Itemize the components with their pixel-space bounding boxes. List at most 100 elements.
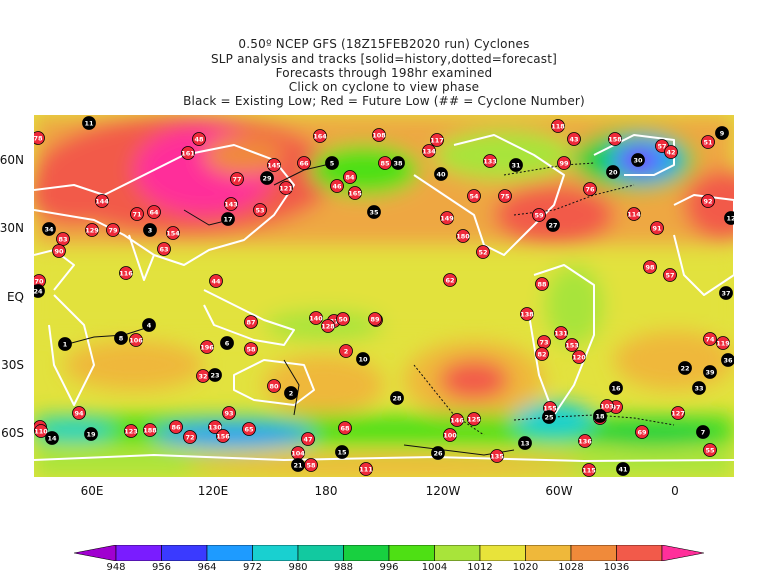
future-low-cyclone-marker[interactable] xyxy=(716,336,730,350)
existing-low-cyclone-marker[interactable] xyxy=(221,212,235,226)
future-low-cyclone-marker[interactable] xyxy=(343,170,357,184)
future-low-cyclone[interactable]: 74 xyxy=(703,332,717,346)
existing-low-cyclone-marker[interactable] xyxy=(509,158,523,172)
existing-low-cyclone[interactable]: 41 xyxy=(616,462,630,476)
existing-low-cyclone[interactable]: 7 xyxy=(696,425,710,439)
future-low-cyclone-marker[interactable] xyxy=(106,223,120,237)
future-low-cyclone-marker[interactable] xyxy=(34,424,48,438)
future-low-cyclone[interactable]: 133 xyxy=(483,154,497,168)
future-low-cyclone[interactable]: 111 xyxy=(359,462,373,476)
future-low-cyclone-marker[interactable] xyxy=(583,182,597,196)
existing-low-cyclone[interactable]: 37 xyxy=(719,286,733,300)
existing-low-cyclone[interactable]: 26 xyxy=(431,446,445,460)
future-low-cyclone[interactable]: 42 xyxy=(664,145,678,159)
future-low-cyclone[interactable]: 71 xyxy=(130,207,144,221)
future-low-cyclone[interactable]: 58 xyxy=(244,342,258,356)
future-low-cyclone-marker[interactable] xyxy=(192,132,206,146)
future-low-cyclone[interactable]: 78 xyxy=(34,131,45,145)
existing-low-cyclone-marker[interactable] xyxy=(114,331,128,345)
future-low-cyclone-marker[interactable] xyxy=(336,312,350,326)
future-low-cyclone-marker[interactable] xyxy=(551,119,565,133)
future-low-cyclone[interactable]: 68 xyxy=(338,421,352,435)
future-low-cyclone[interactable]: 153 xyxy=(565,338,579,352)
existing-low-cyclone[interactable]: 2 xyxy=(284,386,298,400)
existing-low-cyclone[interactable]: 35 xyxy=(367,205,381,219)
existing-low-cyclone[interactable]: 8 xyxy=(114,331,128,345)
future-low-cyclone-marker[interactable] xyxy=(627,207,641,221)
future-low-cyclone-marker[interactable] xyxy=(34,131,45,145)
future-low-cyclone-marker[interactable] xyxy=(244,342,258,356)
future-low-cyclone[interactable]: 121 xyxy=(279,181,293,195)
future-low-cyclone[interactable]: 135 xyxy=(490,449,504,463)
future-low-cyclone-marker[interactable] xyxy=(129,333,143,347)
future-low-cyclone[interactable]: 98 xyxy=(643,260,657,274)
future-low-cyclone[interactable]: 100 xyxy=(443,428,457,442)
existing-low-cyclone-marker[interactable] xyxy=(692,381,706,395)
future-low-cyclone-marker[interactable] xyxy=(663,268,677,282)
future-low-cyclone-marker[interactable] xyxy=(72,406,86,420)
future-low-cyclone[interactable]: 73 xyxy=(537,335,551,349)
future-low-cyclone-marker[interactable] xyxy=(578,434,592,448)
future-low-cyclone[interactable]: 134 xyxy=(422,144,436,158)
future-low-cyclone[interactable]: 69 xyxy=(635,425,649,439)
future-low-cyclone[interactable]: 140 xyxy=(309,311,323,325)
future-low-cyclone[interactable]: 2 xyxy=(339,344,353,358)
future-low-cyclone-marker[interactable] xyxy=(557,156,571,170)
future-low-cyclone[interactable]: 188 xyxy=(143,423,157,437)
future-low-cyclone[interactable]: 144 xyxy=(95,194,109,208)
future-low-cyclone[interactable]: 154 xyxy=(166,226,180,240)
future-low-cyclone[interactable]: 196 xyxy=(200,340,214,354)
existing-low-cyclone-marker[interactable] xyxy=(542,410,556,424)
future-low-cyclone-marker[interactable] xyxy=(200,340,214,354)
future-low-cyclone[interactable]: 103 xyxy=(600,399,614,413)
future-low-cyclone[interactable]: 86 xyxy=(169,420,183,434)
future-low-cyclone[interactable]: 65 xyxy=(242,422,256,436)
existing-low-cyclone[interactable]: 28 xyxy=(390,391,404,405)
future-low-cyclone-marker[interactable] xyxy=(183,430,197,444)
future-low-cyclone-marker[interactable] xyxy=(338,421,352,435)
future-low-cyclone[interactable]: 108 xyxy=(372,128,386,142)
future-low-cyclone-marker[interactable] xyxy=(181,146,195,160)
existing-low-cyclone-marker[interactable] xyxy=(82,116,96,130)
future-low-cyclone-marker[interactable] xyxy=(443,428,457,442)
future-low-cyclone-marker[interactable] xyxy=(157,242,171,256)
future-low-cyclone[interactable]: 104 xyxy=(291,446,305,460)
existing-low-cyclone[interactable]: 13 xyxy=(518,436,532,450)
future-low-cyclone[interactable]: 88 xyxy=(535,277,549,291)
future-low-cyclone-marker[interactable] xyxy=(143,423,157,437)
existing-low-cyclone[interactable]: 9 xyxy=(715,126,729,140)
future-low-cyclone[interactable]: 131 xyxy=(554,326,568,340)
existing-low-cyclone-marker[interactable] xyxy=(58,337,72,351)
future-low-cyclone-marker[interactable] xyxy=(279,181,293,195)
future-low-cyclone-marker[interactable] xyxy=(703,443,717,457)
future-low-cyclone-marker[interactable] xyxy=(209,274,223,288)
future-low-cyclone-marker[interactable] xyxy=(124,424,138,438)
future-low-cyclone-marker[interactable] xyxy=(532,208,546,222)
existing-low-cyclone[interactable]: 24 xyxy=(34,284,45,298)
future-low-cyclone-marker[interactable] xyxy=(130,207,144,221)
existing-low-cyclone-marker[interactable] xyxy=(335,445,349,459)
future-low-cyclone-marker[interactable] xyxy=(267,379,281,393)
future-low-cyclone-marker[interactable] xyxy=(216,429,230,443)
existing-low-cyclone-marker[interactable] xyxy=(34,284,45,298)
future-low-cyclone[interactable]: 82 xyxy=(535,347,549,361)
future-low-cyclone-marker[interactable] xyxy=(166,226,180,240)
future-low-cyclone[interactable]: 114 xyxy=(627,207,641,221)
existing-low-cyclone-marker[interactable] xyxy=(390,391,404,405)
existing-low-cyclone-marker[interactable] xyxy=(606,165,620,179)
future-low-cyclone[interactable]: 55 xyxy=(703,443,717,457)
future-low-cyclone[interactable]: 146 xyxy=(450,413,464,427)
existing-low-cyclone-marker[interactable] xyxy=(208,368,222,382)
future-low-cyclone[interactable]: 130 xyxy=(208,420,222,434)
existing-low-cyclone[interactable]: 20 xyxy=(606,165,620,179)
future-low-cyclone[interactable]: 123 xyxy=(124,424,138,438)
existing-low-cyclone-marker[interactable] xyxy=(284,386,298,400)
future-low-cyclone-marker[interactable] xyxy=(348,186,362,200)
existing-low-cyclone-marker[interactable] xyxy=(291,458,305,472)
future-low-cyclone-marker[interactable] xyxy=(703,332,717,346)
future-low-cyclone-marker[interactable] xyxy=(476,245,490,259)
future-low-cyclone[interactable]: 158 xyxy=(608,132,622,146)
future-low-cyclone[interactable]: 80 xyxy=(267,379,281,393)
future-low-cyclone[interactable]: 119 xyxy=(716,336,730,350)
existing-low-cyclone-marker[interactable] xyxy=(220,336,234,350)
